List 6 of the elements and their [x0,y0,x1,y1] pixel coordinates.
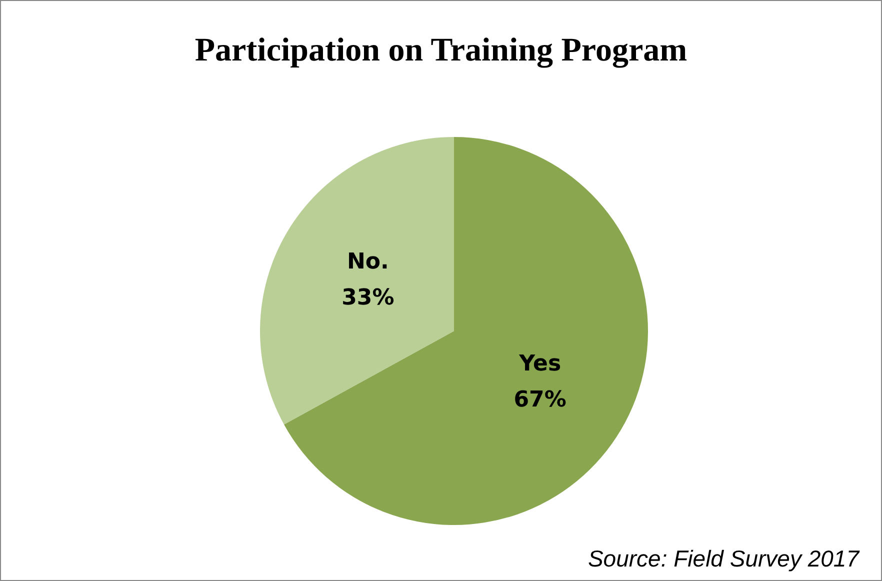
slice-label: Yes [518,351,562,376]
source-note: Source: Field Survey 2017 [588,546,860,572]
slice-label: No. [346,250,389,275]
data-label: 67% [514,387,566,412]
data-label: 33% [342,286,394,311]
chart-title: Participation on Training Program [194,32,688,68]
